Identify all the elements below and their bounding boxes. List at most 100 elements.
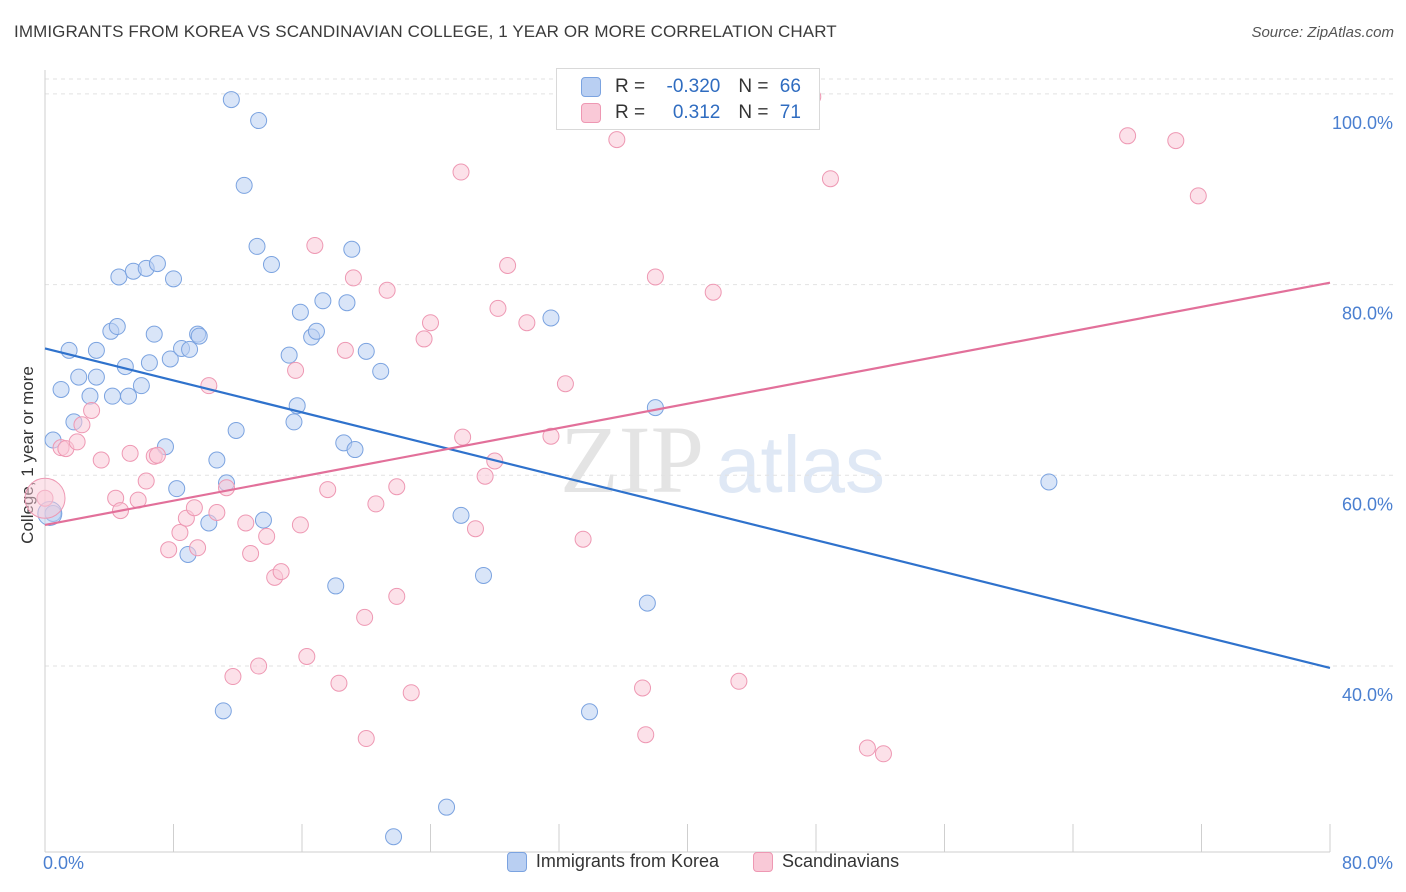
korea-r-label: R = (615, 76, 651, 97)
legend-label-korea: Immigrants from Korea (535, 851, 719, 871)
watermark-zip: ZIP (560, 406, 704, 513)
scandinavians-point (476, 467, 494, 485)
korea-point (214, 702, 232, 720)
scandinavians-r-value: 0.312 (672, 102, 721, 123)
scandinavians-point (208, 503, 226, 521)
y-tick-label: 100.0% (1332, 113, 1393, 133)
korea-point (314, 292, 332, 310)
korea-point (307, 322, 325, 340)
korea-point (343, 240, 361, 258)
korea-point (81, 387, 99, 405)
grid-lines (45, 78, 1394, 667)
x-tick-label: 80.0% (1342, 853, 1393, 873)
korea-point (190, 327, 208, 345)
stats-row-scandinavians: R = 0.312 N = 71 (581, 100, 801, 126)
scandinavians-point (242, 545, 260, 563)
scandinavians-trend-line (44, 281, 1331, 526)
scandinavians-point (137, 472, 155, 490)
scandinavians-point (189, 539, 207, 557)
scandinavians-point (83, 401, 101, 419)
scandinavians-point (574, 530, 592, 548)
scandinavians-point (160, 541, 178, 559)
scandinavians-point (518, 314, 536, 332)
korea-point (140, 354, 158, 372)
korea-point (285, 413, 303, 431)
scandinavians-point (646, 268, 664, 286)
scandinavians-point (68, 433, 86, 451)
scandinavians-r-label: R = (615, 102, 651, 123)
x-tick-labels: 0.0% 80.0% (43, 853, 1393, 873)
korea-point (542, 309, 560, 327)
scandinavians-point (319, 481, 337, 499)
scandinavians-point (858, 739, 876, 757)
legend-swatch-korea (506, 851, 527, 872)
scandinavians-point (422, 314, 439, 332)
scandinavians-point (1119, 127, 1137, 145)
korea-point (227, 421, 245, 439)
korea-point (438, 798, 456, 816)
scandinavians-point (298, 648, 316, 665)
series-scandinavians-points (24, 88, 1207, 763)
scandinavians-point (356, 608, 374, 626)
legend-item-scandinavians[interactable]: Scandinavians (752, 851, 900, 872)
scandinavians-point (1189, 187, 1207, 205)
scandinavians-point (388, 478, 406, 496)
korea-point (70, 368, 88, 386)
korea-point (145, 325, 163, 343)
scandinavians-point (73, 416, 91, 434)
korea-point (222, 91, 240, 109)
axes (44, 70, 1331, 853)
scandinavians-point (330, 674, 348, 692)
korea-point (262, 256, 280, 274)
korea-point (235, 176, 253, 194)
korea-trend-line (44, 347, 1331, 670)
korea-r-value: -0.320 (666, 76, 721, 97)
x-tick-label: 0.0% (43, 853, 84, 873)
scandinavians-point (218, 479, 236, 497)
korea-point (248, 237, 266, 255)
korea-point (638, 594, 656, 612)
korea-n-value: 66 (779, 76, 801, 97)
scandinavians-point (185, 499, 203, 517)
korea-point (385, 828, 403, 846)
korea-point (110, 268, 128, 286)
source-label: Source: ZipAtlas.com (1251, 24, 1394, 41)
legend-item-korea[interactable]: Immigrants from Korea (506, 851, 719, 872)
korea-point (254, 511, 272, 529)
korea-point (338, 294, 356, 312)
korea-point (208, 451, 226, 469)
korea-point (108, 318, 126, 336)
scandinavians-point (357, 730, 375, 748)
scandinavians-point (148, 446, 166, 464)
scandinavians-point (499, 257, 517, 274)
korea-point (452, 506, 470, 524)
scandinavians-point (121, 444, 139, 462)
y-tick-label: 60.0% (1342, 494, 1393, 514)
scandinavians-point (730, 672, 748, 690)
scandinavians-point (452, 163, 470, 181)
korea-point (87, 341, 105, 359)
scandinavians-point (258, 527, 276, 545)
korea-point (357, 342, 375, 360)
korea-swatch (581, 77, 601, 97)
scandinavians-point (306, 236, 324, 254)
scandinavians-point (92, 451, 110, 469)
scandinavians-n-label: N = (738, 102, 774, 123)
scandinavians-point (489, 299, 507, 317)
y-tick-labels: 40.0% 60.0% 80.0% 100.0% (1332, 113, 1393, 705)
legend-label-scandinavians: Scandinavians (781, 851, 900, 871)
chart-title: IMMIGRANTS FROM KOREA VS SCANDINAVIAN CO… (14, 22, 837, 41)
scandinavians-point (704, 283, 722, 301)
korea-point (168, 480, 186, 498)
korea-point (327, 577, 345, 595)
scandinavians-point (637, 726, 655, 744)
legend-swatch-scandinavians (752, 851, 773, 872)
korea-n-label: N = (738, 76, 774, 97)
korea-point (346, 441, 364, 459)
scandinavians-point (634, 679, 652, 697)
scandinavians-point (402, 684, 420, 702)
y-tick-label: 80.0% (1342, 304, 1393, 324)
scandinavians-swatch (581, 103, 601, 123)
scandinavians-point (291, 516, 309, 534)
